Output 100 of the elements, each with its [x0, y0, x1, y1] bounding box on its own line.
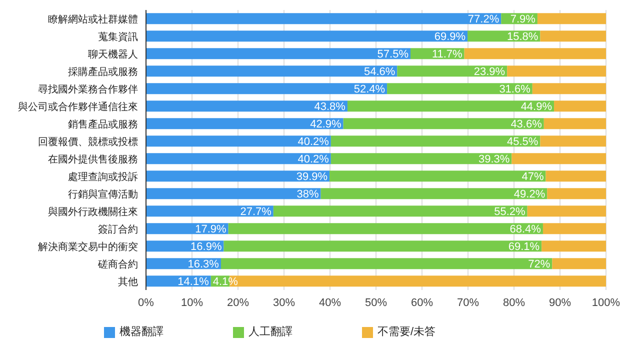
- data-label: 44.9%: [520, 101, 552, 113]
- data-label: 16.9%: [190, 241, 222, 253]
- data-label: 72%: [528, 258, 550, 270]
- bar: [146, 30, 468, 42]
- data-label: 77.2%: [468, 14, 500, 26]
- data-label: 68.4%: [510, 224, 542, 236]
- bar: [146, 153, 331, 164]
- data-label: 38%: [296, 188, 320, 200]
- bar: [532, 83, 606, 94]
- x-tick-label: 50%: [364, 296, 388, 309]
- bar: [146, 48, 410, 60]
- data-label: 42.9%: [310, 118, 342, 130]
- x-tick-label: 100%: [592, 296, 620, 309]
- bar: [146, 206, 274, 217]
- y-tick-label: 解決商業交易中的衝突: [38, 240, 138, 253]
- bar: [146, 188, 321, 200]
- y-tick-label: 與公司或合作夥伴通信往來: [18, 100, 138, 113]
- legend-label: 人工翻譯: [248, 326, 292, 338]
- y-tick-label: 簽訂合約: [98, 223, 138, 236]
- bar: [527, 206, 606, 217]
- y-tick-label: 蒐集資訊: [98, 30, 138, 43]
- data-label: 16.3%: [188, 258, 220, 270]
- data-label: 39.3%: [478, 154, 510, 166]
- data-label: 7.9%: [510, 14, 536, 26]
- bar: [146, 13, 502, 24]
- x-tick-label: 40%: [318, 296, 342, 309]
- bar: [512, 153, 606, 164]
- data-label: 14.1%: [178, 276, 210, 288]
- data-label: 69.1%: [508, 241, 540, 253]
- x-tick-label: 10%: [180, 296, 204, 309]
- data-label: 17.9%: [195, 224, 227, 236]
- data-label: 27.7%: [240, 206, 272, 218]
- bar: [542, 240, 606, 252]
- y-tick-label: 處理查詢或投訴: [68, 170, 138, 183]
- y-tick-label: 與國外行政機關往來: [48, 206, 138, 218]
- bar: [540, 136, 606, 147]
- bar: [552, 258, 606, 270]
- data-label: 49.2%: [514, 188, 546, 200]
- x-tick-label: 80%: [502, 296, 526, 309]
- data-label: 55.2%: [494, 206, 526, 218]
- bar: [330, 153, 512, 164]
- bar: [544, 118, 606, 130]
- legend-label: 機器翻譯: [119, 326, 164, 338]
- bar: [273, 206, 528, 217]
- y-tick-label: 回覆報價、競標或投標: [38, 136, 138, 148]
- x-tick-label: 60%: [410, 296, 434, 309]
- y-tick-label: 其他: [118, 276, 138, 288]
- data-label: 40.2%: [298, 154, 330, 166]
- x-tick-label: 0%: [138, 296, 154, 309]
- data-label: 15.8%: [507, 31, 538, 43]
- bar: [330, 170, 546, 182]
- bar: [146, 170, 330, 182]
- data-label: 52.4%: [354, 84, 386, 96]
- y-tick-label: 磋商合約: [97, 258, 138, 270]
- y-tick-label: 尋找國外業務合作夥伴: [38, 83, 138, 96]
- x-tick-label: 90%: [548, 296, 572, 309]
- data-label: 57.5%: [377, 48, 409, 60]
- bar: [146, 136, 331, 147]
- bar: [464, 48, 606, 60]
- data-label: 39.9%: [296, 171, 328, 183]
- bar: [146, 66, 398, 77]
- bar: [320, 188, 548, 200]
- bar: [146, 118, 344, 130]
- y-tick-label: 瞭解網站或社群媒體: [48, 13, 138, 26]
- y-tick-label: 聊天機器人: [88, 48, 138, 60]
- bar: [537, 13, 606, 24]
- data-label: 11.7%: [432, 48, 463, 60]
- data-label: 54.6%: [364, 66, 396, 78]
- data-label: 45.5%: [507, 136, 538, 148]
- bar: [347, 100, 554, 112]
- bar: [387, 83, 532, 94]
- y-tick-label: 在國外提供售後服務: [48, 153, 138, 166]
- bar: [220, 258, 552, 270]
- bar: [146, 83, 388, 94]
- bar: [228, 223, 543, 234]
- bar: [146, 100, 348, 112]
- bar: [343, 118, 544, 130]
- bar: [546, 170, 606, 182]
- bar: [540, 30, 606, 42]
- bar: [547, 188, 606, 200]
- data-label: 69.9%: [434, 31, 466, 43]
- data-label: 43.6%: [510, 118, 542, 130]
- x-tick-label: 30%: [272, 296, 296, 309]
- bar: [397, 66, 508, 77]
- data-label: 31.6%: [499, 84, 531, 96]
- bar: [542, 223, 606, 234]
- x-tick-label: 70%: [456, 296, 480, 309]
- bar: [507, 66, 606, 77]
- data-label: 43.8%: [314, 101, 346, 113]
- y-tick-label: 銷售產品或服務: [68, 118, 138, 130]
- data-label: 47%: [522, 171, 544, 183]
- y-tick-label: 行銷與宣傳活動: [68, 188, 138, 200]
- bar: [330, 136, 540, 147]
- x-tick-label: 20%: [226, 296, 250, 309]
- data-label: 40.2%: [298, 136, 330, 148]
- bar: [554, 100, 606, 112]
- data-label: 23.9%: [474, 66, 506, 78]
- legend-label: 不需要/未答: [377, 326, 436, 338]
- bar: [224, 240, 542, 252]
- y-tick-label: 採購產品或服務: [68, 66, 138, 78]
